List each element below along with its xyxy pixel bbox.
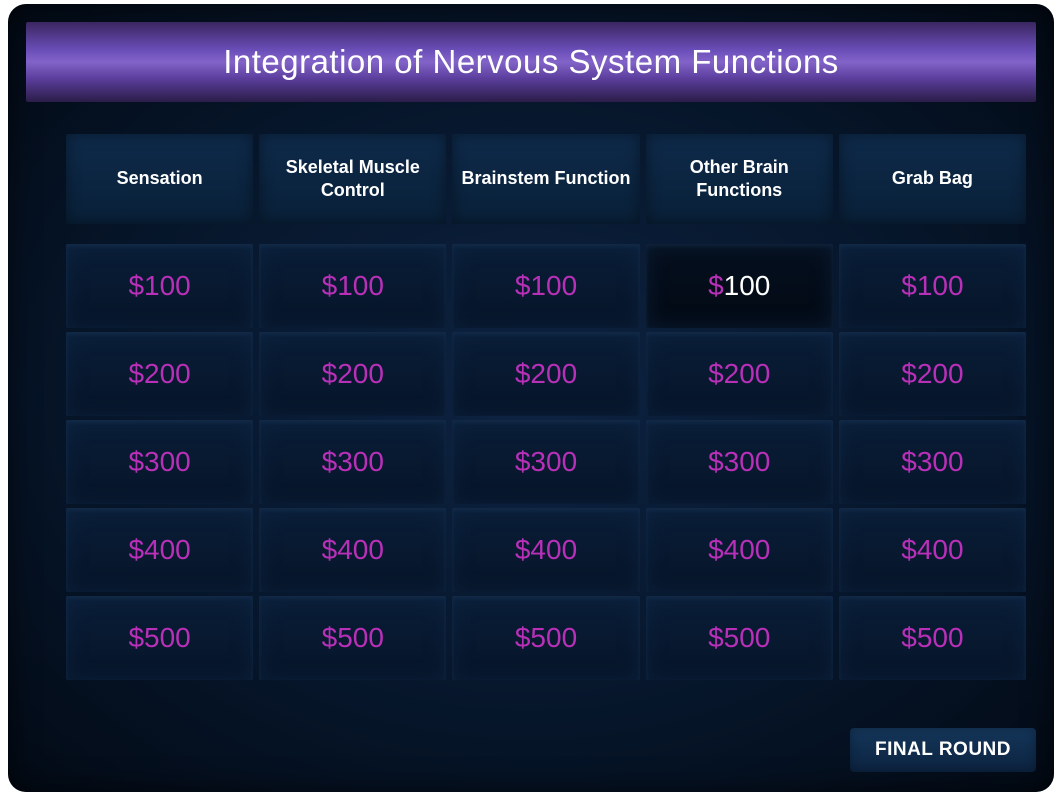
value-cell[interactable]: $300	[452, 420, 639, 504]
value-text: $200	[128, 358, 190, 390]
category-text: Brainstem Function	[462, 167, 631, 190]
value-text: $500	[128, 622, 190, 654]
grid-container: Sensation Skeletal Muscle Control Brains…	[66, 134, 1026, 702]
value-text: $300	[708, 446, 770, 478]
value-text: $300	[322, 446, 384, 478]
value-text: $100	[515, 270, 577, 302]
value-text: $100	[322, 270, 384, 302]
value-text: $300	[901, 446, 963, 478]
value-text: $400	[322, 534, 384, 566]
value-text: $400	[901, 534, 963, 566]
value-text: $200	[708, 358, 770, 390]
category-text: Other Brain Functions	[654, 156, 825, 203]
value-dollar: $	[708, 270, 724, 302]
value-cell[interactable]: $100	[646, 244, 833, 328]
title-bar: Integration of Nervous System Functions	[26, 22, 1036, 102]
category-text: Skeletal Muscle Control	[267, 156, 438, 203]
value-cell[interactable]: $500	[452, 596, 639, 680]
category-cell-3: Other Brain Functions	[646, 134, 833, 224]
values-grid: $100$100$100$100$100$200$200$200$200$200…	[66, 244, 1026, 680]
category-cell-1: Skeletal Muscle Control	[259, 134, 446, 224]
values-row: $500 $500 $500 $500 $500	[66, 596, 1026, 680]
values-row: $300 $300 $300 $300 $300	[66, 420, 1026, 504]
game-board: Integration of Nervous System Functions …	[8, 4, 1054, 792]
value-text: $400	[708, 534, 770, 566]
values-row: $200 $200 $200 $200 $200	[66, 332, 1026, 416]
category-text: Sensation	[117, 167, 203, 190]
value-cell[interactable]: $500	[66, 596, 253, 680]
category-text: Grab Bag	[892, 167, 973, 190]
value-text: $100	[128, 270, 190, 302]
value-text: $200	[322, 358, 384, 390]
value-text: $500	[708, 622, 770, 654]
value-text: $500	[515, 622, 577, 654]
value-cell[interactable]: $400	[259, 508, 446, 592]
value-cell[interactable]: $300	[646, 420, 833, 504]
category-cell-4: Grab Bag	[839, 134, 1026, 224]
value-cell[interactable]: $400	[646, 508, 833, 592]
value-text: $300	[515, 446, 577, 478]
value-cell[interactable]: $100	[66, 244, 253, 328]
value-text: $100	[901, 270, 963, 302]
value-cell[interactable]: $300	[66, 420, 253, 504]
value-cell[interactable]: $200	[452, 332, 639, 416]
value-text: $500	[322, 622, 384, 654]
values-row: $100$100$100$100$100	[66, 244, 1026, 328]
value-number: 100	[724, 270, 771, 302]
value-cell[interactable]: $200	[259, 332, 446, 416]
category-cell-2: Brainstem Function	[452, 134, 639, 224]
category-cell-0: Sensation	[66, 134, 253, 224]
value-cell[interactable]: $100	[452, 244, 639, 328]
value-cell[interactable]: $100	[839, 244, 1026, 328]
value-cell[interactable]: $100	[259, 244, 446, 328]
game-title: Integration of Nervous System Functions	[223, 43, 839, 81]
value-cell[interactable]: $200	[646, 332, 833, 416]
value-cell[interactable]: $400	[66, 508, 253, 592]
value-cell[interactable]: $500	[646, 596, 833, 680]
final-round-label: FINAL ROUND	[875, 739, 1011, 761]
values-row: $400 $400 $400 $400 $400	[66, 508, 1026, 592]
value-text: $200	[901, 358, 963, 390]
value-cell[interactable]: $200	[839, 332, 1026, 416]
value-text: $300	[128, 446, 190, 478]
value-cell[interactable]: $400	[452, 508, 639, 592]
value-cell[interactable]: $300	[259, 420, 446, 504]
value-cell[interactable]: $300	[839, 420, 1026, 504]
value-text: $400	[515, 534, 577, 566]
categories-row: Sensation Skeletal Muscle Control Brains…	[66, 134, 1026, 224]
value-text: $500	[901, 622, 963, 654]
value-cell[interactable]: $500	[259, 596, 446, 680]
value-text: $200	[515, 358, 577, 390]
value-cell[interactable]: $200	[66, 332, 253, 416]
final-round-button[interactable]: FINAL ROUND	[850, 728, 1036, 772]
value-text: $400	[128, 534, 190, 566]
value-cell[interactable]: $400	[839, 508, 1026, 592]
value-cell[interactable]: $500	[839, 596, 1026, 680]
